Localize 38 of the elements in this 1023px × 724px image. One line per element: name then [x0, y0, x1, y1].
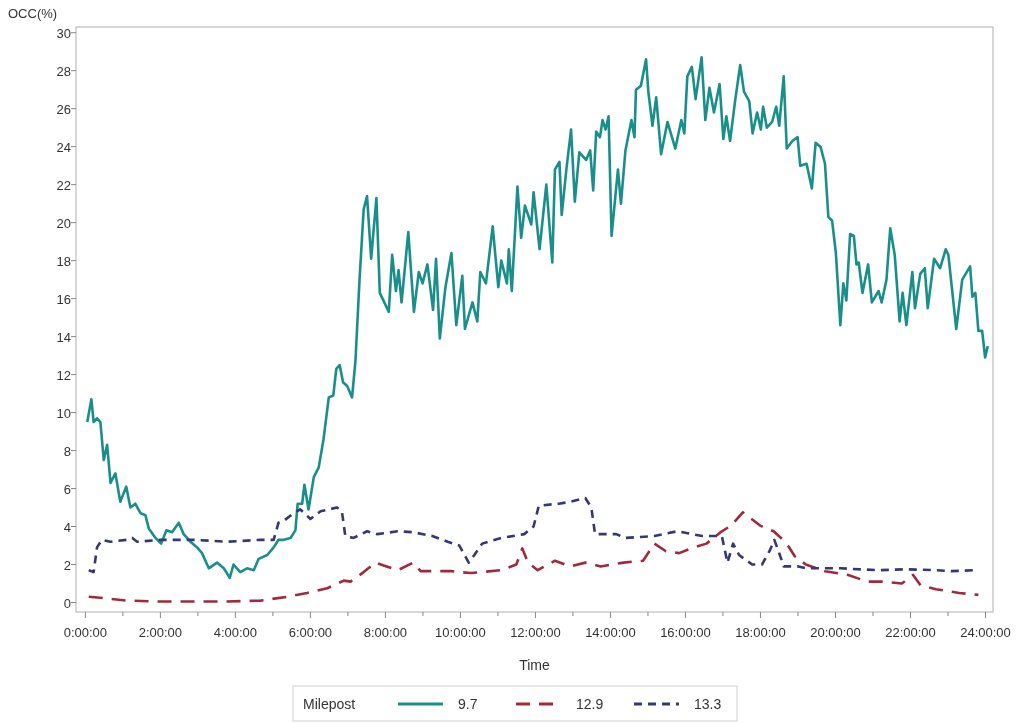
x-tick-label: 10:00:00	[435, 625, 486, 640]
x-tick-label: 8:00:00	[363, 625, 408, 640]
y-axis-title: OCC(%)	[8, 6, 58, 21]
x-tick-label: 16:00:00	[660, 625, 711, 640]
y-tick-label: 20	[56, 215, 71, 231]
x-tick-label: 12:00:00	[510, 625, 561, 640]
y-tick-label: 22	[56, 177, 71, 193]
x-tick-label: 0:00:00	[63, 625, 108, 640]
x-tick-label: 24:00:00	[960, 625, 1011, 640]
y-tick-label: 26	[56, 101, 71, 117]
line-series	[87, 510, 980, 603]
y-tick-label: 28	[56, 63, 71, 79]
x-tick-label: 4:00:00	[213, 625, 258, 640]
y-tick-label: 6	[63, 481, 71, 497]
x-tick-label: 20:00:00	[810, 625, 861, 640]
line-series	[87, 496, 976, 574]
legend-label: 12.9	[576, 696, 604, 712]
y-tick-label: 4	[63, 519, 71, 535]
y-tick-label: 0	[63, 595, 71, 611]
y-tick-label: 8	[63, 443, 71, 459]
legend-label: 13.3	[694, 696, 722, 712]
x-tick-label: 2:00:00	[138, 625, 183, 640]
x-tick-label: 18:00:00	[735, 625, 786, 640]
y-tick-label: 24	[56, 139, 71, 155]
y-tick-label: 14	[56, 329, 71, 345]
x-tick-label: 22:00:00	[885, 625, 936, 640]
y-tick-label: 10	[56, 405, 71, 421]
y-tick-label: 16	[56, 291, 71, 307]
line-series	[85, 56, 990, 580]
y-tick-label: 30	[56, 25, 71, 41]
y-tick-label: 12	[56, 367, 71, 383]
x-tick-label: 14:00:00	[585, 625, 636, 640]
y-tick-label: 18	[56, 253, 71, 269]
y-tick-label: 2	[63, 557, 71, 573]
x-tick-label: 6:00:00	[288, 625, 333, 640]
legend-title: Milepost	[303, 696, 356, 712]
legend-label: 9.7	[458, 696, 478, 712]
x-axis-title: Time	[519, 657, 551, 673]
